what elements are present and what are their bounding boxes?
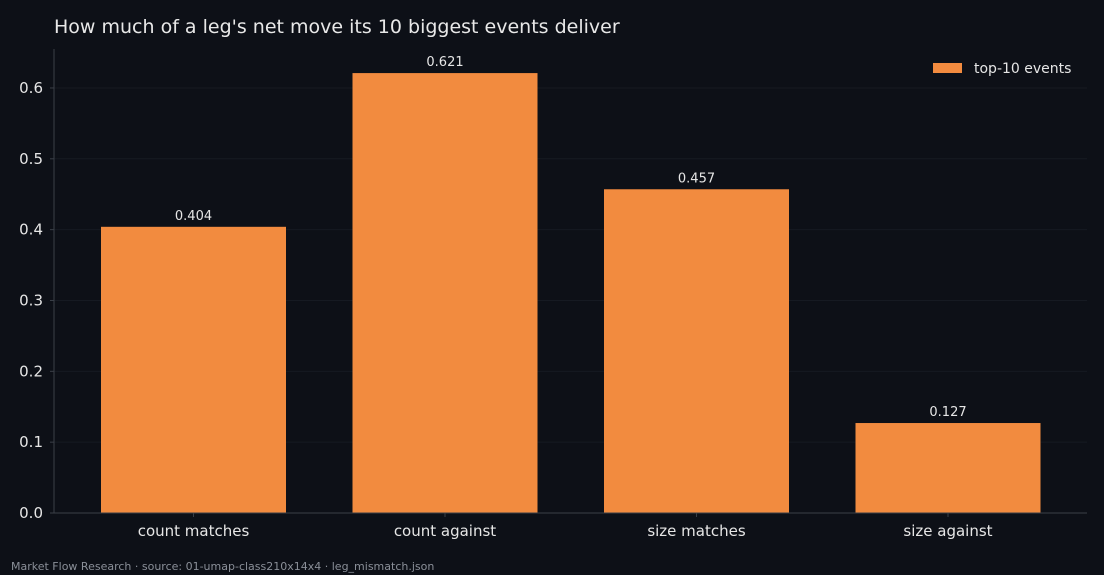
bar [352, 73, 538, 513]
x-tick-label: size against [903, 522, 992, 540]
bar [604, 189, 789, 514]
footer-source: Market Flow Research · source: 01-umap-c… [11, 560, 434, 573]
bar [855, 423, 1041, 513]
bar-value-label: 0.404 [175, 209, 212, 224]
y-tick-label: 0.2 [19, 362, 43, 380]
y-tick-label: 0.3 [19, 291, 43, 309]
y-tick-label: 0.5 [19, 150, 43, 168]
y-tick-label: 0.1 [19, 433, 43, 451]
bars: 0.404 0.621 0.457 0.127 [101, 55, 1041, 514]
y-tick-label: 0.4 [19, 221, 43, 239]
x-tick-label: count matches [138, 522, 250, 540]
bar [101, 226, 286, 514]
chart-title: How much of a leg's net move its 10 bigg… [54, 16, 620, 38]
bar-value-label: 0.457 [678, 171, 715, 186]
y-tick-label: 0.6 [19, 79, 43, 97]
bar-value-label: 0.127 [929, 405, 966, 420]
x-tick-label: size matches [647, 522, 746, 540]
legend-label: top-10 events [974, 61, 1071, 77]
y-tick-label: 0.0 [19, 504, 43, 522]
legend: top-10 events [933, 61, 1071, 77]
x-tick-label: count against [394, 522, 496, 540]
bar-value-label: 0.621 [426, 55, 463, 70]
legend-swatch [933, 63, 962, 73]
axes: 0.0 0.1 0.2 0.3 0.4 0.5 0.6 count matches count … [19, 49, 1087, 540]
